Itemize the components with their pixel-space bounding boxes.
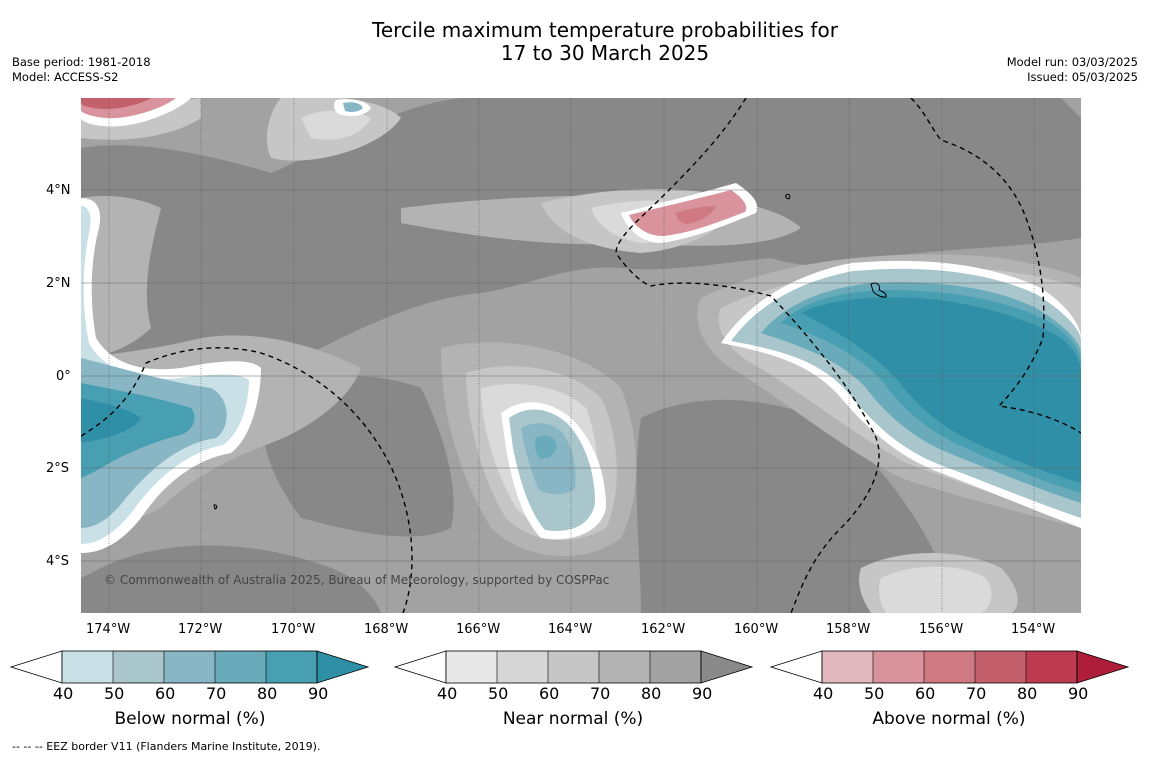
colorbar-tick: 40 [813, 684, 834, 703]
colorbar-swatch [975, 651, 1026, 683]
near-normal-50-se [878, 566, 992, 613]
meta-left: Base period: 1981-2018 Model: ACCESS-S2 [12, 55, 151, 85]
colorbar-above-normal [770, 650, 1130, 684]
lat-tick-label: 0° [56, 369, 71, 384]
below-normal-center-60 [521, 423, 576, 495]
colorbar-tick: 70 [590, 684, 611, 703]
colorbar-tick: 80 [641, 684, 662, 703]
below-normal-center-70 [535, 435, 557, 459]
lat-tick-label: 2°N [46, 276, 71, 291]
colorbar-title-below: Below normal (%) [114, 709, 266, 729]
colorbar-swatch [548, 651, 599, 683]
colorbar-swatch [164, 651, 215, 683]
colorbar-swatch [113, 651, 164, 683]
colorbar-tick: 80 [1017, 684, 1038, 703]
lon-tick-label: 166°W [456, 622, 501, 637]
colorbar-title-near: Near normal (%) [502, 709, 644, 729]
near-normal-70-west [81, 196, 161, 358]
colorbar-tick: 50 [864, 684, 885, 703]
colorbar-tick: 90 [308, 684, 329, 703]
eez-footnote: -- -- -- EEZ border V11 (Flanders Marine… [12, 740, 321, 753]
above-normal-north-60 [676, 206, 716, 224]
chart-title: Tercile maximum temperature probabilitie… [0, 19, 1150, 65]
colorbar-tick: 90 [692, 684, 713, 703]
lon-tick-label: 164°W [548, 622, 593, 637]
model-run: Model run: 03/03/2025 [1006, 55, 1138, 69]
colorbar-swatch [266, 651, 317, 683]
colorbar-near-normal [394, 650, 754, 684]
colorbar-tick: 80 [257, 684, 278, 703]
colorbar-below-normal [10, 650, 370, 684]
near-normal-90-south [636, 399, 961, 613]
longitude-gridlines [108, 98, 1035, 613]
colorbar-swatch [446, 651, 497, 683]
colorbar-swatch [822, 651, 873, 683]
issued-date: Issued: 05/03/2025 [1027, 70, 1138, 84]
lon-tick-label: 168°W [364, 622, 409, 637]
colorbar-tick: 40 [437, 684, 458, 703]
colorbar-swatch [215, 651, 266, 683]
colorbar-tick: 50 [488, 684, 509, 703]
meta-right: Model run: 03/03/2025 Issued: 05/03/2025 [1007, 55, 1138, 85]
latitude-gridlines [81, 189, 1081, 562]
colorbar-tick: 50 [104, 684, 125, 703]
base-period: Base period: 1981-2018 [12, 55, 151, 69]
near-normal-90-southwest-corner [81, 545, 381, 613]
lon-tick-label: 158°W [826, 622, 871, 637]
lon-tick-label: 170°W [271, 622, 316, 637]
near-normal-50-north [301, 110, 371, 140]
colorbar-tick: 60 [539, 684, 560, 703]
title-line-2: 17 to 30 March 2025 [500, 41, 710, 65]
lat-tick-label: 4°N [46, 183, 71, 198]
lat-tick-label: 4°S [46, 554, 70, 569]
lon-tick-label: 172°W [178, 622, 223, 637]
below-normal-north-small [343, 102, 363, 112]
eez-borders [81, 98, 1081, 613]
probability-map: © Commonwealth of Australia 2025, Bureau… [81, 98, 1081, 613]
colorbar-swatch [873, 651, 924, 683]
colorbar-swatch [599, 651, 650, 683]
colorbar-tick: 60 [915, 684, 936, 703]
below-normal-west-90 [81, 398, 141, 443]
lon-tick-label: 156°W [919, 622, 964, 637]
colorbar-tick: 70 [966, 684, 987, 703]
colorbar-tick: 60 [155, 684, 176, 703]
model-name: Model: ACCESS-S2 [12, 70, 119, 84]
colorbar-tick: 40 [53, 684, 74, 703]
colorbar-swatch [924, 651, 975, 683]
lon-tick-label: 160°W [734, 622, 779, 637]
copyright-notice: © Commonwealth of Australia 2025, Bureau… [104, 573, 609, 587]
colorbar-swatch [62, 651, 113, 683]
title-line-1: Tercile maximum temperature probabilitie… [372, 18, 838, 42]
below-normal-east-90 [801, 297, 1081, 483]
island-outlines [213, 193, 887, 510]
lon-tick-label: 154°W [1011, 622, 1056, 637]
colorbar-swatch [1026, 651, 1077, 683]
colorbar-title-above: Above normal (%) [872, 709, 1026, 729]
colorbar-tick: 70 [206, 684, 227, 703]
colorbar-tick: 90 [1068, 684, 1089, 703]
colorbar-swatch [650, 651, 701, 683]
colorbar-swatch [497, 651, 548, 683]
lon-tick-label: 162°W [641, 622, 686, 637]
lon-tick-label: 174°W [86, 622, 131, 637]
above-normal-nw-70 [81, 98, 151, 109]
lat-tick-label: 2°S [46, 461, 70, 476]
